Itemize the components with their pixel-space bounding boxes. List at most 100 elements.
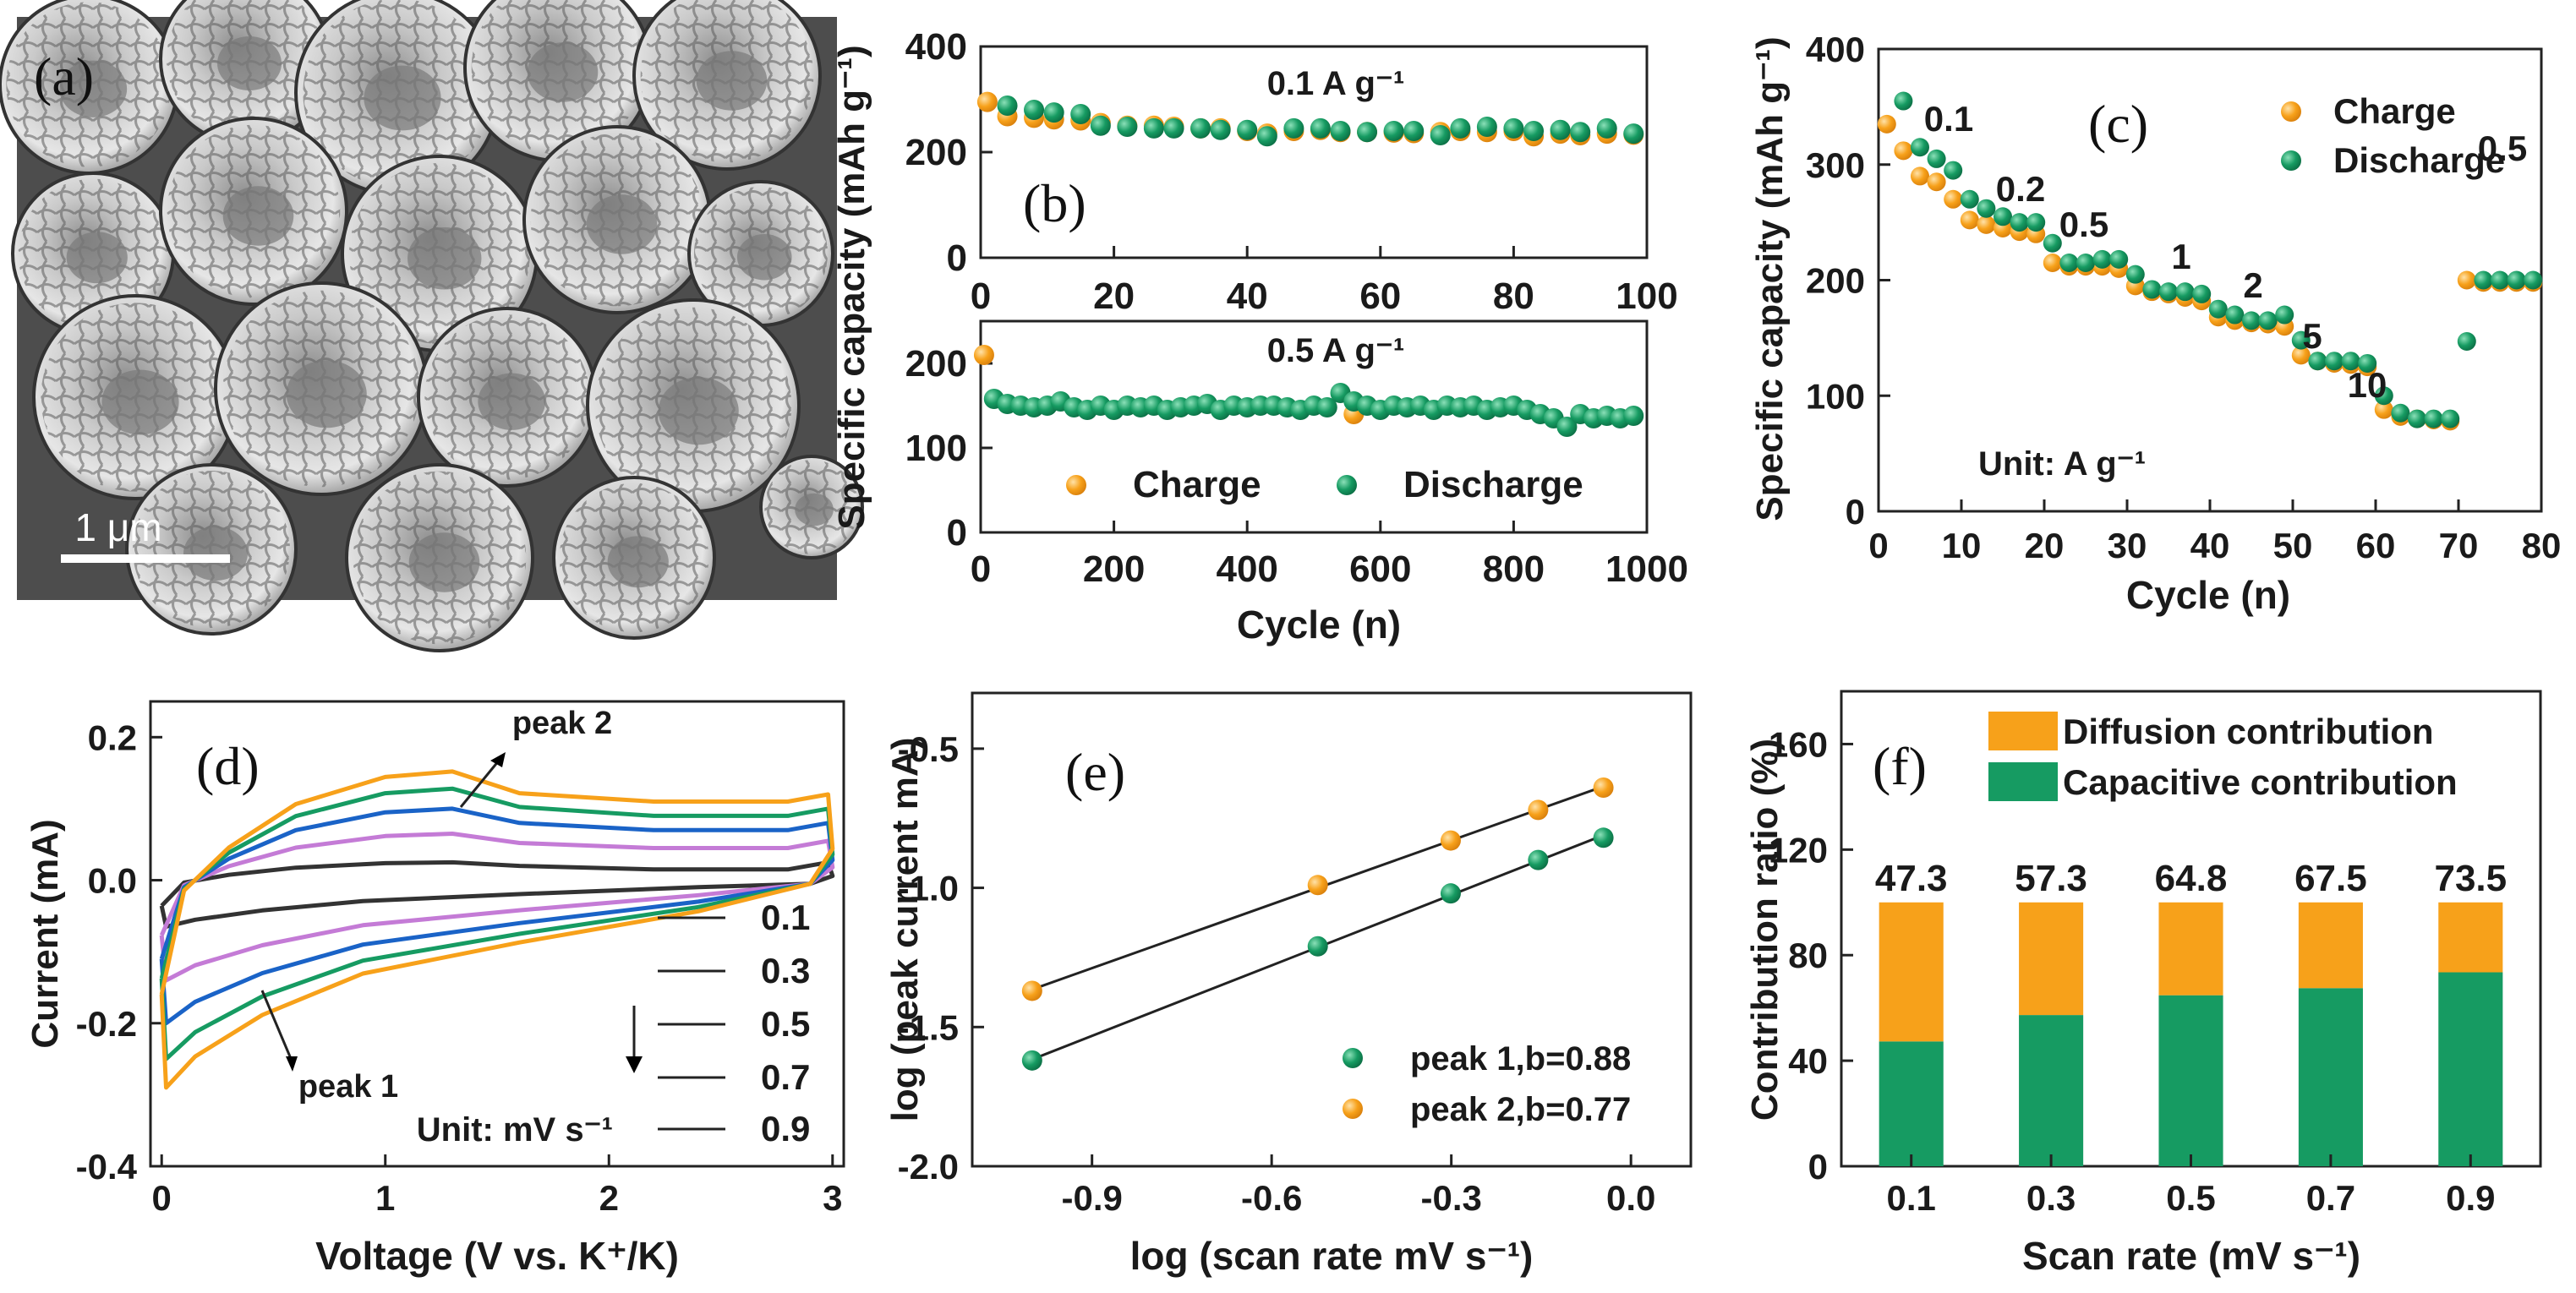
legend-label: 0.1 <box>761 897 810 937</box>
data-point <box>1357 122 1378 143</box>
x-axis-label: Cycle (n) <box>2126 573 2290 617</box>
sem-sphere-hollow <box>407 226 482 290</box>
data-point <box>1043 102 1064 123</box>
y-tick-label: 0.0 <box>88 861 137 901</box>
rate-annotation: 0.5 <box>2059 205 2108 244</box>
y-axis-label: Contribution ratio (%) <box>1744 739 1786 1121</box>
data-point <box>1307 936 1328 957</box>
data-point <box>1190 117 1211 139</box>
sem-sphere-hollow <box>795 493 834 526</box>
data-point <box>1960 210 1979 230</box>
x-tick-label: 400 <box>1216 548 1277 590</box>
data-point <box>2208 299 2228 319</box>
bar-diffusion <box>2158 902 2223 996</box>
bar-capacitive <box>2019 1015 2084 1166</box>
data-point <box>1894 141 1913 161</box>
sem-sphere-hollow <box>364 65 441 131</box>
rate-annotation: 2 <box>2243 265 2262 305</box>
bar-data-label: 73.5 <box>2434 858 2507 899</box>
bar-diffusion <box>2298 902 2363 989</box>
sem-sphere-hollow <box>286 360 367 428</box>
x-tick-label: 0 <box>971 276 991 317</box>
panel-label-c: (c) <box>2088 94 2148 154</box>
panel-label-f: (f) <box>1873 736 1927 796</box>
x-tick-label: 0.0 <box>1606 1178 1655 1218</box>
legend-diffusion-label: Diffusion contribution <box>2063 712 2434 751</box>
data-point <box>2092 249 2112 269</box>
rate-annotation: Unit: A g⁻¹ <box>1978 445 2146 483</box>
x-tick-label: 0 <box>971 548 991 590</box>
y-tick-label: 80 <box>1788 936 1828 975</box>
data-point <box>1476 117 1497 137</box>
data-point <box>2374 400 2393 419</box>
data-point <box>1070 104 1091 124</box>
data-point <box>1596 117 1617 139</box>
legend-peak2-label: peak 2,b=0.77 <box>1410 1091 1631 1128</box>
peak-2-label: peak 2 <box>512 706 612 741</box>
data-point <box>2491 270 2509 290</box>
data-point <box>1960 189 1979 209</box>
legend-discharge-marker <box>1337 475 1357 495</box>
x-tick-label: 0.5 <box>2166 1178 2215 1218</box>
panel-d-cv: (d) -0.4 -0.2 0.0 0.2 0 1 2 3 0.1 0.3 0.5 0.7 0.9 Uni… <box>25 700 845 1278</box>
x-tick-label: 0 <box>152 1178 172 1218</box>
data-point <box>1021 980 1042 1001</box>
sem-sphere-hollow <box>696 51 768 111</box>
data-point <box>1117 117 1138 137</box>
x-tick-label: 100 <box>1616 276 1677 317</box>
sem-sphere-hollow <box>408 532 480 592</box>
data-point <box>1593 827 1614 848</box>
x-axis-label: log (scan rate mV s⁻¹) <box>1130 1234 1534 1278</box>
data-point <box>2474 270 2493 290</box>
data-point <box>1450 117 1471 139</box>
data-point <box>2291 330 2311 350</box>
sem-sphere-hollow <box>607 536 669 588</box>
peak-1-arrow <box>260 990 293 1061</box>
legend-unit: Unit: mV s⁻¹ <box>417 1111 613 1148</box>
data-point <box>2408 409 2426 428</box>
panel-label-a: (a) <box>34 46 94 106</box>
rate-annotation: 10 <box>2348 365 2387 405</box>
data-point <box>1623 123 1644 145</box>
y-tick-label: 40 <box>1788 1041 1828 1081</box>
y-tick-label: -0.5 <box>898 729 959 769</box>
x-tick-label: -0.6 <box>1241 1178 1302 1218</box>
panel-c-rate: (c) 0 100 200 300 400 0 10 20 30 40 50 60 70 80 0.1 0.2… <box>1749 30 2561 617</box>
data-point <box>2524 270 2543 290</box>
x-tick-label: 800 <box>1483 548 1545 590</box>
x-tick-label: -0.9 <box>1061 1178 1122 1218</box>
data-point <box>1623 406 1644 426</box>
rate-annotation: 0.2 <box>1996 169 2045 209</box>
legend-diffusion-swatch <box>1988 712 2058 750</box>
peak-2-arrowhead <box>490 752 506 767</box>
sem-sphere-hollow <box>658 377 739 445</box>
data-point <box>1330 121 1351 141</box>
legend-peak1-label: peak 1,b=0.88 <box>1410 1040 1631 1078</box>
data-point <box>2125 265 2145 284</box>
y-tick-label: 0.2 <box>88 717 137 757</box>
axis-frame-d <box>149 700 845 1168</box>
x-tick-label: 0 <box>1868 526 1888 565</box>
sem-sphere-hollow <box>101 369 179 435</box>
y-tick-label: 200 <box>905 132 967 173</box>
peak-2-arrow <box>459 760 500 808</box>
data-point <box>1283 117 1304 139</box>
bar-diffusion <box>1879 902 1944 1042</box>
y-tick-label: -0.2 <box>76 1004 137 1044</box>
legend-label: 0.9 <box>761 1109 810 1148</box>
data-point <box>1927 172 1946 192</box>
data-point <box>997 95 1018 116</box>
y-tick-label: -0.4 <box>76 1147 138 1187</box>
y-tick-label: -1.0 <box>898 869 959 908</box>
y-tick-label: 200 <box>1806 261 1865 301</box>
data-point <box>2043 253 2062 272</box>
sem-sphere-hollow <box>586 194 658 254</box>
bar-diffusion <box>2438 902 2503 973</box>
data-point <box>1383 121 1404 141</box>
data-point <box>1593 777 1614 798</box>
y-axis-label: Current (mA) <box>25 819 66 1048</box>
data-point <box>1944 189 1963 209</box>
data-point <box>1528 799 1549 821</box>
data-point <box>1911 166 1929 186</box>
